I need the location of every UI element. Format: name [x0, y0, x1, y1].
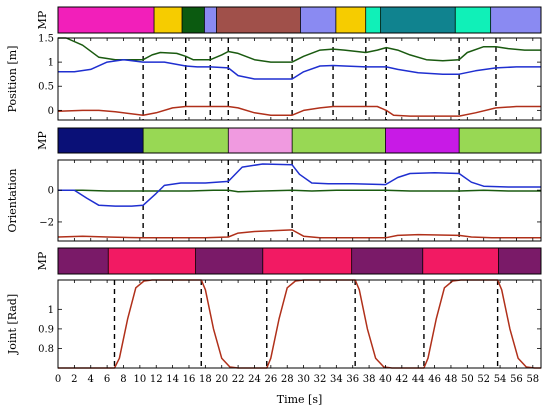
x-tick-label-25: 50 [461, 374, 474, 385]
y-axis-label-3: Orientation [6, 168, 19, 232]
x-axis-label: Time [s] [277, 393, 323, 406]
x-tick-label-29: 58 [526, 374, 539, 385]
mp-segment-0-7 [365, 7, 381, 33]
x-tick-label-1: 2 [71, 374, 77, 385]
x-tick-label-15: 30 [297, 374, 310, 385]
mp-frame-2 [57, 127, 542, 154]
x-tick-label-10: 20 [215, 374, 228, 385]
mp-segment-2-1 [143, 128, 229, 153]
x-tick-label-14: 28 [281, 374, 294, 385]
y-tick-label-5-1: 0.9 [38, 324, 54, 335]
mp-segment-0-2 [182, 7, 205, 33]
mp-label-4: MP [36, 251, 49, 270]
x-tick-label-17: 34 [330, 374, 343, 385]
series-line-1-2 [57, 105, 541, 117]
x-tick-label-19: 38 [363, 374, 376, 385]
mp-segment-0-8 [380, 7, 456, 33]
mp-segment-2-5 [459, 128, 541, 153]
mp-segment-2-0 [58, 128, 144, 153]
x-tick-label-6: 12 [150, 374, 163, 385]
y-tick-label-1-3: 1.5 [38, 34, 54, 45]
series-line-5-0 [58, 279, 541, 369]
x-tick-label-22: 44 [412, 374, 425, 385]
x-tick-label-21: 42 [395, 374, 408, 385]
x-tick-label-12: 24 [248, 374, 261, 385]
x-tick-label-24: 48 [445, 374, 458, 385]
x-tick-label-11: 22 [232, 374, 245, 385]
y-tick-label-1-2: 1 [48, 58, 54, 69]
mp-segment-0-9 [455, 7, 491, 33]
series-line-3-1 [58, 163, 541, 207]
series-line-1-1 [58, 58, 541, 80]
plot-frame-5 [57, 279, 542, 369]
x-tick-label-2: 4 [88, 374, 94, 385]
y-axis-label-5: Joint [Rad] [6, 294, 19, 355]
y-tick-label-1-1: 0.5 [38, 82, 54, 93]
mp-label-0: MP [36, 10, 49, 29]
mp-frame-4 [57, 247, 542, 275]
mp-segment-0-3 [204, 7, 217, 33]
mp-segment-0-5 [300, 7, 336, 33]
x-tick-label-16: 32 [314, 374, 327, 385]
plot-frame-1 [57, 37, 542, 121]
x-tick-label-0: 0 [55, 374, 61, 385]
x-tick-label-4: 8 [120, 374, 126, 385]
mp-segment-0-1 [154, 7, 183, 33]
x-tick-label-5: 10 [133, 374, 146, 385]
x-tick-label-23: 46 [428, 374, 441, 385]
mp-segment-0-10 [490, 7, 541, 33]
mp-frame-0 [57, 6, 542, 34]
mp-segment-2-2 [228, 128, 293, 153]
y-tick-label-1-0: 0 [48, 106, 54, 117]
y-tick-label-5-0: 0.8 [38, 344, 54, 355]
mp-segment-4-0 [58, 248, 109, 274]
series-line-1-0 [58, 37, 541, 63]
x-tick-label-7: 14 [166, 374, 179, 385]
x-tick-label-28: 56 [510, 374, 523, 385]
x-tick-label-27: 54 [494, 374, 507, 385]
mp-segment-2-3 [292, 128, 386, 153]
y-tick-label-5-2: 1 [48, 305, 54, 316]
mp-segment-4-4 [351, 248, 423, 274]
mp-segment-4-6 [498, 248, 541, 274]
y-tick-label-3-0: −2 [39, 217, 54, 228]
y-tick-label-3-1: 0 [48, 186, 54, 197]
y-axis-label-1: Position [m] [6, 46, 19, 113]
mp-segment-4-1 [108, 248, 196, 274]
mp-segment-4-5 [422, 248, 499, 274]
x-tick-label-20: 40 [379, 374, 392, 385]
x-tick-label-13: 26 [264, 374, 277, 385]
mp-label-2: MP [36, 131, 49, 150]
x-tick-label-26: 52 [477, 374, 490, 385]
mp-segment-4-3 [262, 248, 352, 274]
plot-frame-3 [57, 159, 542, 242]
mp-segment-4-2 [195, 248, 263, 274]
x-tick-label-9: 18 [199, 374, 212, 385]
x-tick-label-3: 6 [104, 374, 110, 385]
series-line-3-0 [58, 189, 541, 193]
series-line-3-2 [57, 229, 541, 239]
x-tick-label-18: 36 [346, 374, 359, 385]
mp-segment-0-6 [335, 7, 366, 33]
mp-segment-0-4 [216, 7, 301, 33]
x-tick-label-8: 16 [183, 374, 196, 385]
mp-segment-0-0 [58, 7, 155, 33]
mp-segment-2-4 [385, 128, 460, 153]
